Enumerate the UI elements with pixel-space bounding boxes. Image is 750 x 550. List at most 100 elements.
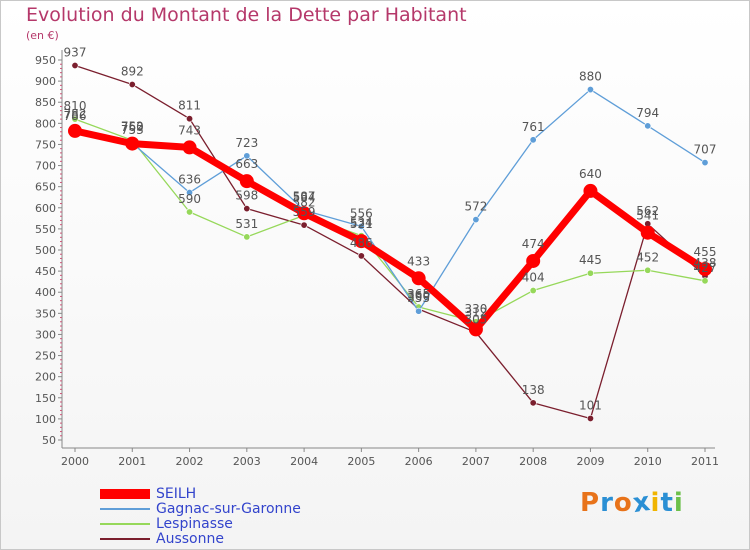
proxiti-logo: Proxiti — [580, 486, 684, 520]
data-point-gagnac-sur-garonne — [586, 86, 594, 94]
chart-title: Evolution du Montant de la Dette par Hab… — [26, 4, 467, 26]
data-point-aussonne — [186, 115, 194, 123]
x-tick-label: 2009 — [576, 455, 604, 468]
data-label-aussonne: 562 — [636, 204, 659, 218]
data-point-lespinasse — [644, 266, 652, 274]
data-point-seilh — [411, 271, 426, 286]
legend-item: Gagnac-sur-Garonne — [100, 502, 360, 517]
data-point-aussonne — [71, 61, 79, 69]
data-label-seilh: 433 — [407, 254, 430, 268]
data-label-aussonne: 486 — [350, 236, 373, 250]
data-point-lespinasse — [586, 269, 594, 277]
legend-label: Aussonne — [156, 531, 224, 547]
data-point-gagnac-sur-garonne — [357, 222, 365, 230]
y-tick-label: 250 — [35, 350, 56, 363]
data-label-aussonne: 305 — [464, 312, 487, 326]
series-line-seilh — [71, 127, 709, 333]
data-label-lespinasse: 760 — [121, 120, 144, 134]
data-label-gagnac-sur-garonne: 556 — [350, 206, 373, 220]
legend-label: SEILH — [156, 486, 197, 502]
y-tick-label: 350 — [35, 307, 56, 320]
data-point-gagnac-sur-garonne — [415, 307, 423, 315]
y-tick-label: 300 — [35, 328, 56, 341]
data-label-aussonne: 438 — [694, 256, 717, 270]
data-label-lespinasse: 590 — [178, 192, 201, 206]
data-label-aussonne: 559 — [293, 205, 316, 219]
legend-swatch — [100, 489, 150, 499]
data-label-seilh: 752 — [121, 120, 144, 134]
data-label-seilh: 455 — [694, 245, 717, 259]
data-point-seilh — [239, 174, 254, 189]
series-line-aussonne — [74, 64, 706, 420]
data-label-aussonne: 138 — [522, 383, 545, 397]
data-label-aussonne: 360 — [407, 289, 430, 303]
data-label-seilh: 521 — [350, 217, 373, 231]
data-label-gagnac-sur-garonne: 880 — [579, 70, 602, 84]
x-tick-label: 2001 — [118, 455, 146, 468]
x-tick-label: 2003 — [233, 455, 261, 468]
data-point-seilh — [640, 225, 655, 240]
data-label-aussonne: 937 — [64, 45, 87, 59]
data-label-gagnac-sur-garonne: 786 — [64, 109, 87, 123]
y-tick-label: 900 — [35, 75, 56, 88]
legend-item: Aussonne — [100, 532, 360, 547]
data-label-lespinasse: 582 — [293, 195, 316, 209]
y-axis-unit: (en €) — [26, 29, 59, 42]
data-label-gagnac-sur-garonne: 707 — [694, 143, 717, 157]
data-point-gagnac-sur-garonne — [186, 189, 194, 197]
data-label-aussonne: 598 — [235, 189, 258, 203]
x-tick-label: 2002 — [176, 455, 204, 468]
data-label-lespinasse: 365 — [407, 287, 430, 301]
data-label-lespinasse: 404 — [522, 271, 545, 285]
y-tick-label: 950 — [35, 54, 56, 67]
legend-label: Lespinasse — [156, 516, 233, 532]
data-point-seilh — [354, 234, 369, 249]
data-point-aussonne — [300, 221, 308, 229]
data-label-lespinasse: 531 — [235, 217, 258, 231]
data-label-lespinasse: 810 — [64, 99, 87, 113]
data-label-lespinasse: 427 — [694, 261, 717, 275]
data-label-aussonne: 811 — [178, 99, 201, 113]
data-point-seilh — [698, 262, 712, 276]
y-tick-label: 450 — [35, 265, 56, 278]
data-label-seilh: 663 — [235, 157, 258, 171]
data-label-lespinasse: 452 — [636, 250, 659, 264]
data-point-lespinasse — [186, 208, 194, 216]
data-point-seilh — [182, 140, 197, 155]
data-point-gagnac-sur-garonne — [701, 159, 709, 167]
legend-label: Gagnac-sur-Garonne — [156, 501, 301, 517]
data-label-lespinasse: 445 — [579, 253, 602, 267]
y-tick-label: 200 — [35, 371, 56, 384]
data-label-seilh: 541 — [636, 209, 659, 223]
legend-item: SEILH — [100, 487, 360, 502]
data-point-seilh — [125, 136, 140, 151]
legend: SEILH Gagnac-sur-Garonne Lespinasse Aussonn… — [100, 487, 360, 547]
y-tick-label: 700 — [35, 160, 56, 173]
x-tick-label: 2006 — [405, 455, 433, 468]
series-line-lespinasse — [74, 118, 706, 323]
data-label-gagnac-sur-garonne: 753 — [121, 123, 144, 137]
legend-swatch — [100, 538, 150, 540]
data-point-seilh — [297, 206, 312, 221]
y-tick-label: 800 — [35, 117, 56, 130]
data-label-gagnac-sur-garonne: 761 — [522, 120, 545, 134]
data-point-aussonne — [128, 80, 136, 88]
data-label-gagnac-sur-garonne: 723 — [235, 136, 258, 150]
data-point-aussonne — [529, 399, 537, 407]
data-point-gagnac-sur-garonne — [644, 122, 652, 130]
data-label-gagnac-sur-garonne: 594 — [293, 190, 316, 204]
data-label-lespinasse: 534 — [350, 216, 373, 230]
x-tick-label: 2010 — [634, 455, 662, 468]
data-label-seilh: 640 — [579, 167, 602, 181]
y-tick-label: 100 — [35, 413, 56, 426]
series-line-gagnac-sur-garonne — [74, 88, 706, 312]
data-label-seilh: 587 — [293, 189, 316, 203]
data-point-seilh — [526, 253, 541, 268]
data-point-seilh — [468, 322, 483, 337]
legend-item: Lespinasse — [100, 517, 360, 532]
data-label-lespinasse: 330 — [464, 302, 487, 316]
y-tick-label: 600 — [35, 202, 56, 215]
x-tick-label: 2008 — [519, 455, 547, 468]
